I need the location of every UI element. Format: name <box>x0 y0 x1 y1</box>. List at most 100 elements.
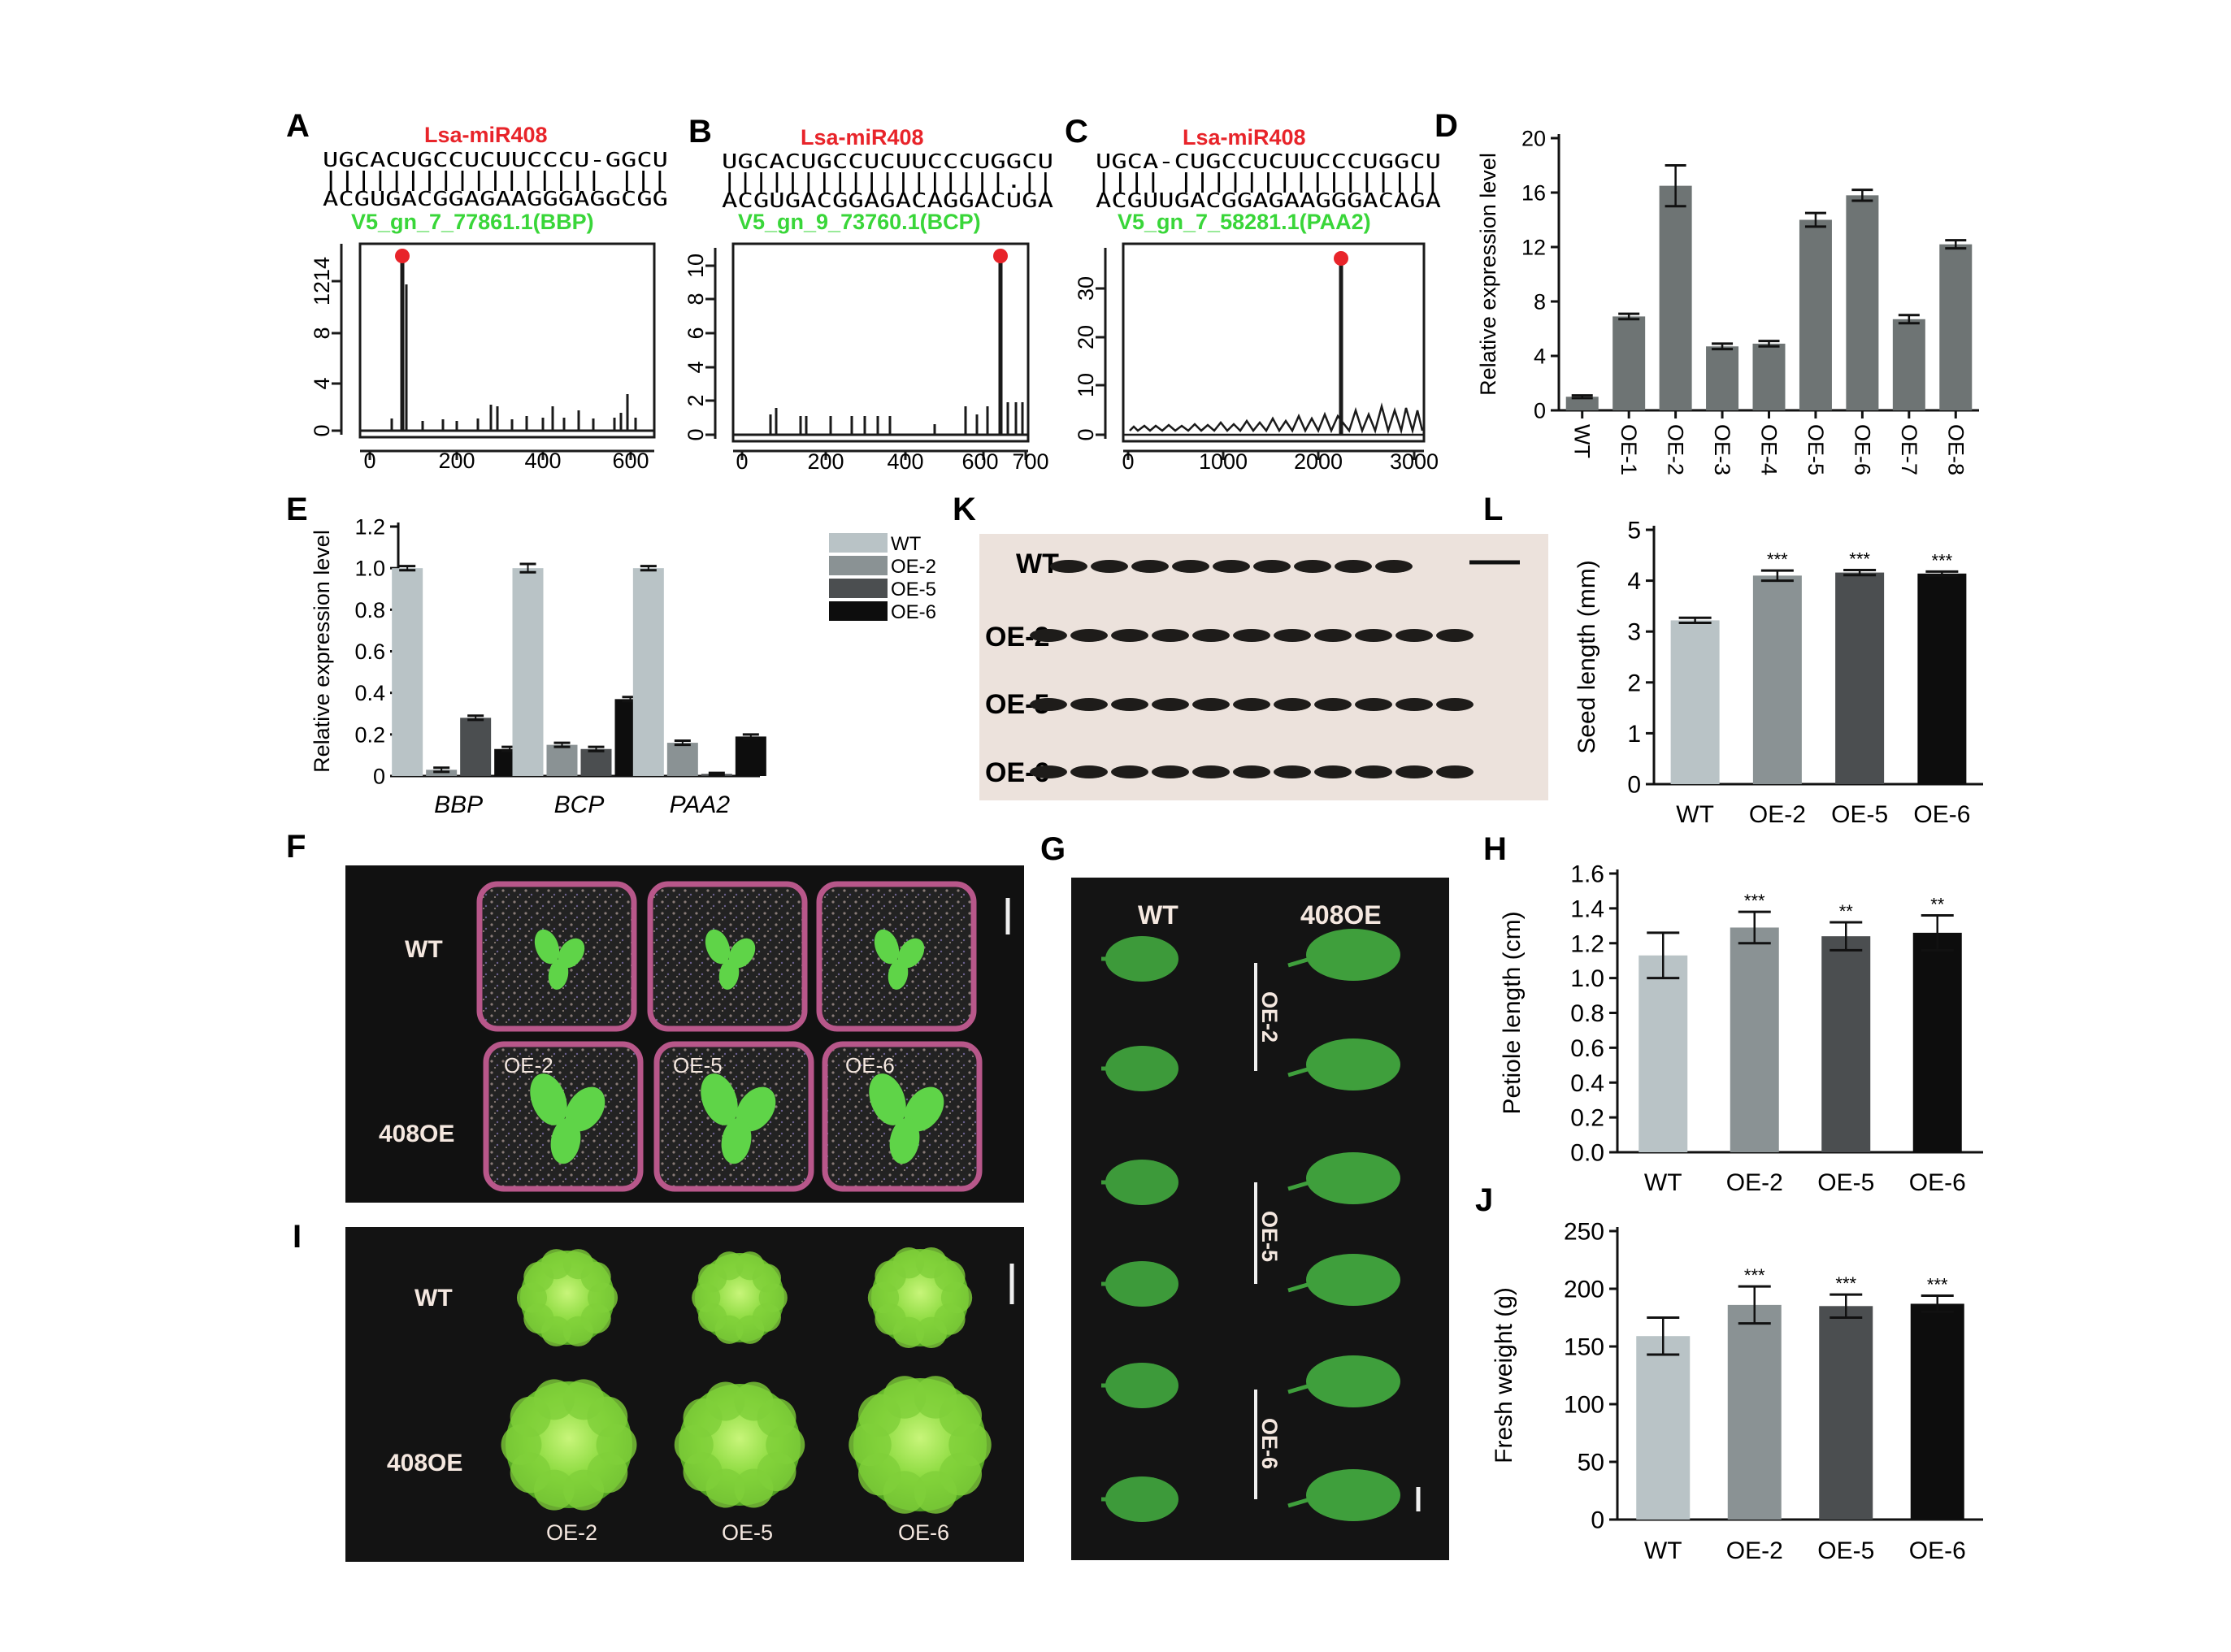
lettuce-leaf-ruffle <box>757 1398 796 1437</box>
lettuce-leaf-ruffle <box>892 1247 925 1279</box>
y-tick-label: 3 <box>1627 619 1641 646</box>
wt-leaf <box>1105 1160 1178 1205</box>
group-label: OE-5 <box>1257 1211 1282 1262</box>
y-tick-label: 0 <box>1591 1507 1604 1534</box>
seed <box>1436 629 1474 642</box>
seed <box>1395 765 1433 778</box>
panel-a: A Lsa-miR408 UGCACUGCCUCUUCCCU-GGCU ||||… <box>286 108 668 473</box>
panel-g-leaf-photo: G WT 408OE OE-2 OE-5 OE-6 <box>1040 831 1449 1560</box>
significance-mark: *** <box>1744 1265 1765 1286</box>
bar-oe-5 <box>460 718 492 776</box>
seed-photo-background <box>979 534 1548 800</box>
bar-oe-5 <box>1819 1306 1873 1520</box>
bar-oe-6 <box>1846 195 1879 410</box>
seed <box>1070 698 1108 711</box>
408oe-leaf <box>1306 929 1400 981</box>
wt-leaf <box>1105 1046 1178 1091</box>
seed <box>1355 698 1392 711</box>
y-tick-label: 1.0 <box>1570 965 1604 992</box>
seed <box>1111 765 1148 778</box>
seedling-leaf <box>534 929 560 965</box>
mirna-label-a: Lsa-miR408 <box>424 123 548 147</box>
legend-label: OE-2 <box>891 556 936 578</box>
pot-label: OE-5 <box>673 1053 723 1077</box>
seed <box>1274 698 1311 711</box>
lettuce-leaf-ruffle <box>736 1315 765 1344</box>
seed <box>1314 765 1352 778</box>
lettuce-leaf-ruffle <box>563 1469 605 1511</box>
seed <box>1253 560 1291 573</box>
ytick-label: 4 <box>310 377 334 389</box>
seedling-leaf <box>558 938 585 969</box>
seed <box>1314 629 1352 642</box>
y-tick-label: 200 <box>1564 1277 1604 1303</box>
seedling-leaf <box>904 1086 944 1132</box>
significance-mark: *** <box>1835 1273 1856 1294</box>
seedling-leaf <box>550 1117 581 1164</box>
target-sequence-c: ACGUUGACGGAGAAGGGACAGA <box>1096 189 1441 212</box>
ytick-label: 4 <box>684 361 708 373</box>
ytick-label: 2 <box>684 394 708 406</box>
x-category-label: BBP <box>434 791 483 818</box>
seed <box>1233 698 1270 711</box>
plant-label: OE-6 <box>898 1520 949 1545</box>
bar-oe-1 <box>1612 316 1646 410</box>
xtick-label: 400 <box>524 449 561 473</box>
seedling-leaf <box>889 1117 920 1164</box>
seed <box>1070 765 1108 778</box>
tplot-yaxis-a: 0 4 8 1214 <box>310 244 343 437</box>
xtick-label: 2000 <box>1294 449 1343 474</box>
lettuce-leaf-ruffle <box>714 1251 744 1281</box>
chart-h-petiole-length: 0.0 0.2 0.4 0.6 0.8 1.0 1.2 1.4 1.6 Petiole lengt… <box>1499 861 1983 1196</box>
y-tick-label: 0.8 <box>354 598 385 622</box>
x-category-label: OE-6 <box>1913 801 1970 828</box>
y-tick-label: 150 <box>1564 1334 1604 1361</box>
y-tick-label: 0.4 <box>354 681 385 705</box>
lettuce-leaf-ruffle <box>752 1264 781 1293</box>
seed <box>1436 765 1474 778</box>
bar-oe-5 <box>1821 936 1871 1152</box>
lettuce-leaf-ruffle <box>580 1261 611 1292</box>
y-tick-label: 250 <box>1564 1219 1604 1246</box>
seed <box>1030 629 1067 642</box>
y-tick-label: 20 <box>1521 126 1546 150</box>
seed <box>1355 629 1392 642</box>
target-gene-a: V5_gn_7_77861.1(BBP) <box>351 210 594 234</box>
bar-oe-5 <box>1835 572 1885 784</box>
significance-mark: *** <box>1932 550 1953 570</box>
xtick-label: 0 <box>1122 449 1134 474</box>
seed <box>1375 560 1413 573</box>
seed <box>1294 560 1331 573</box>
seed <box>1233 629 1270 642</box>
panel-letter-b: B <box>688 114 712 150</box>
row-label-wt: WT <box>405 936 443 963</box>
x-category-label: OE-7 <box>1897 424 1921 475</box>
significance-mark: ** <box>1839 901 1854 921</box>
bar-wt <box>512 568 544 776</box>
mirna-sequence-a: UGCACUGCCUCUUCCCU-GGCU <box>323 148 668 171</box>
photo-background <box>1071 878 1449 1560</box>
x-category-label: OE-8 <box>1943 424 1968 475</box>
pairing-bars-c: |||| |||||||||||||||| <box>1096 169 1441 193</box>
tplot-yaxis-b: 0 2 4 6 8 10 <box>684 248 717 441</box>
seed <box>1111 698 1148 711</box>
pot-label: OE-2 <box>504 1053 553 1077</box>
x-category-label: OE-1 <box>1617 424 1641 475</box>
seed <box>1050 560 1087 573</box>
xtick-label: 3000 <box>1390 449 1439 474</box>
chart-j-fresh-weight: 0 50 100 150 200 250 Fresh weight (g) WT *** OE-2… <box>1491 1219 1983 1564</box>
408oe-petiole <box>1287 1281 1311 1293</box>
bar-oe-6 <box>1910 1303 1964 1520</box>
seed <box>1213 560 1250 573</box>
xtick-label: 700 <box>1012 449 1048 474</box>
legend-swatch <box>829 556 888 575</box>
tplot-xaxis-b: 0 200 400 600 700 <box>733 449 1049 474</box>
wt-leaf <box>1105 1476 1178 1522</box>
y-tick-label: 16 <box>1521 180 1546 205</box>
tplot-signal-a <box>360 256 654 432</box>
seed <box>1436 698 1474 711</box>
significance-mark: *** <box>1767 549 1788 570</box>
x-category-label: OE-6 <box>1909 1169 1966 1196</box>
408oe-leaf <box>1306 1254 1400 1306</box>
significance-mark: *** <box>1744 891 1765 911</box>
